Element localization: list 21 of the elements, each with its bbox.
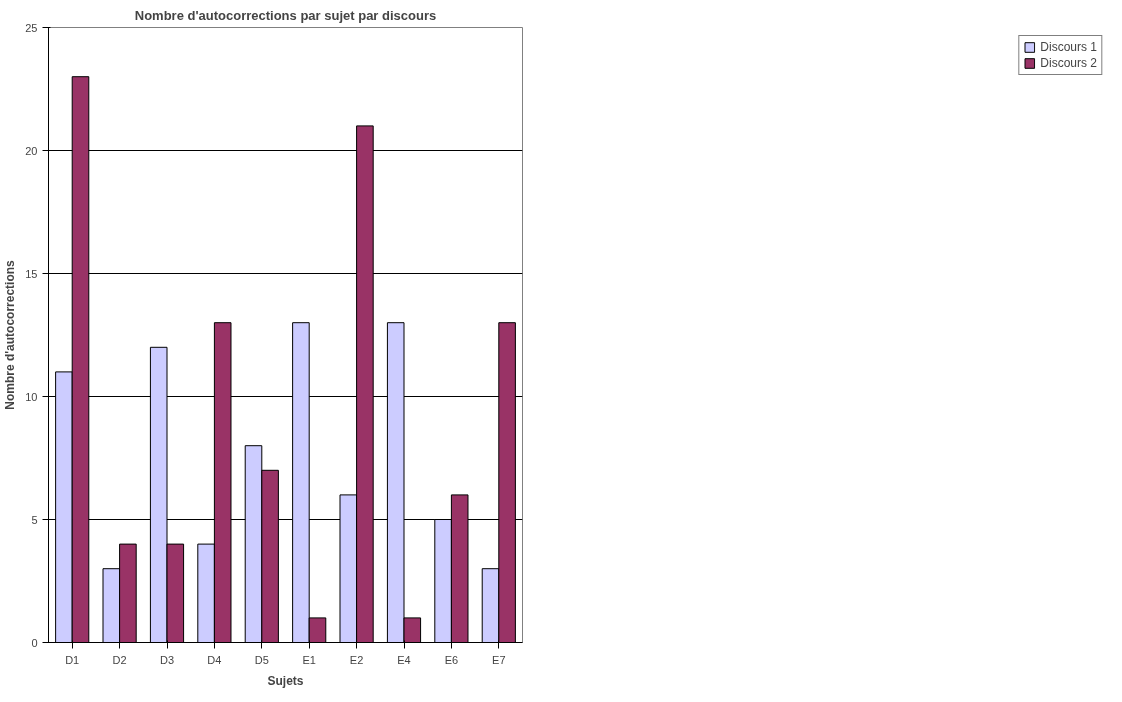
y-tick-label: 10 <box>25 390 38 403</box>
y-tick-label: 20 <box>25 144 38 157</box>
x-tick-label: D2 <box>112 653 127 666</box>
x-tick-label: D3 <box>159 653 175 666</box>
x-tick-label: E6 <box>444 653 459 666</box>
legend-label: Discours 1 <box>1040 40 1097 54</box>
x-tick-label: E7 <box>492 653 506 666</box>
x-tick-label: D5 <box>254 653 269 666</box>
x-tick-label: D1 <box>65 653 80 666</box>
y-axis-title: Nombre d'autocorrections <box>3 259 18 410</box>
legend-label: Discours 2 <box>1040 56 1097 70</box>
x-axis-title: Sujets <box>267 673 304 688</box>
y-tick-label: 25 <box>25 21 38 34</box>
y-tick-label: 0 <box>31 636 38 649</box>
x-tick-label: E2 <box>349 653 364 666</box>
x-tick-label: E1 <box>302 653 316 666</box>
x-tick-label: D4 <box>207 653 222 666</box>
y-tick-label: 15 <box>25 267 38 280</box>
chart-title: Nombre d'autocorrections par sujet par discours <box>134 7 437 23</box>
x-tick-label: E4 <box>397 653 411 666</box>
y-tick-label: 5 <box>31 513 38 526</box>
